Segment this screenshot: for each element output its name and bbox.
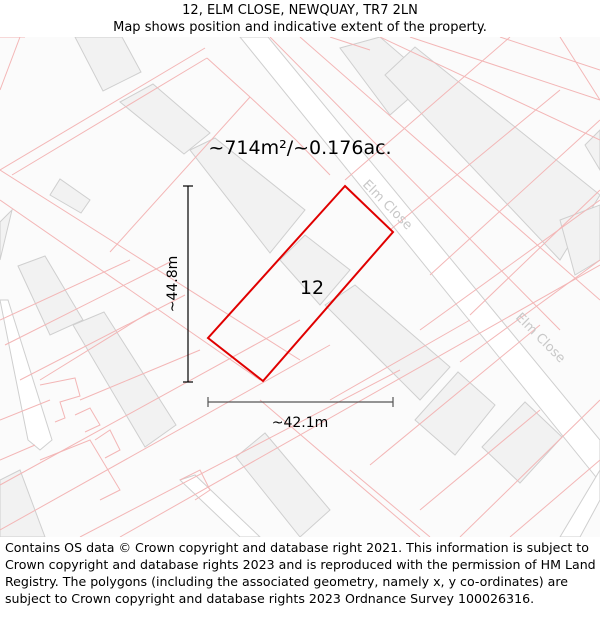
height-measure-label: ~44.8m <box>165 256 181 313</box>
width-measure <box>207 397 394 407</box>
height-measure <box>183 185 193 383</box>
width-measure-label: ~42.1m <box>272 415 329 431</box>
parcel-boundaries <box>0 37 600 537</box>
roads <box>0 37 600 537</box>
map-canvas: Elm Close Elm Close ~714m²/~0.176ac. 12 … <box>0 37 600 537</box>
area-label: ~714m²/~0.176ac. <box>208 137 391 159</box>
property-boundary[interactable] <box>206 184 395 383</box>
property-address-title: 12, ELM CLOSE, NEWQUAY, TR7 2LN <box>182 3 418 18</box>
buildings <box>0 37 600 537</box>
map-header: 12, ELM CLOSE, NEWQUAY, TR7 2LN Map show… <box>0 0 600 37</box>
map-subtitle: Map shows position and indicative extent… <box>113 20 487 35</box>
property-map[interactable]: Elm Close Elm Close ~714m²/~0.176ac. 12 … <box>0 37 600 537</box>
plot-number: 12 <box>300 277 324 299</box>
copyright-notice: Contains OS data © Crown copyright and d… <box>5 540 596 606</box>
